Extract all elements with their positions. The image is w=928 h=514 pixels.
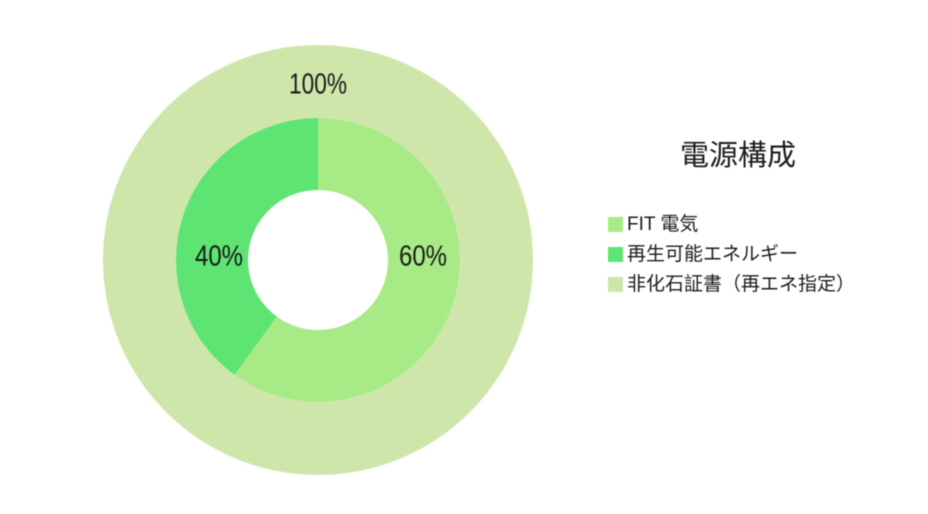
svg-text:FIT 電気: FIT 電気 (627, 213, 698, 235)
svg-text:60%: 60% (399, 241, 447, 273)
svg-text:非化石証書（再エネ指定）: 非化石証書（再エネ指定） (627, 273, 855, 295)
svg-text:100%: 100% (289, 69, 347, 101)
svg-text:再生可能エネルギー: 再生可能エネルギー (627, 243, 798, 265)
svg-text:40%: 40% (195, 241, 243, 273)
svg-text:電源構成: 電源構成 (680, 139, 796, 172)
